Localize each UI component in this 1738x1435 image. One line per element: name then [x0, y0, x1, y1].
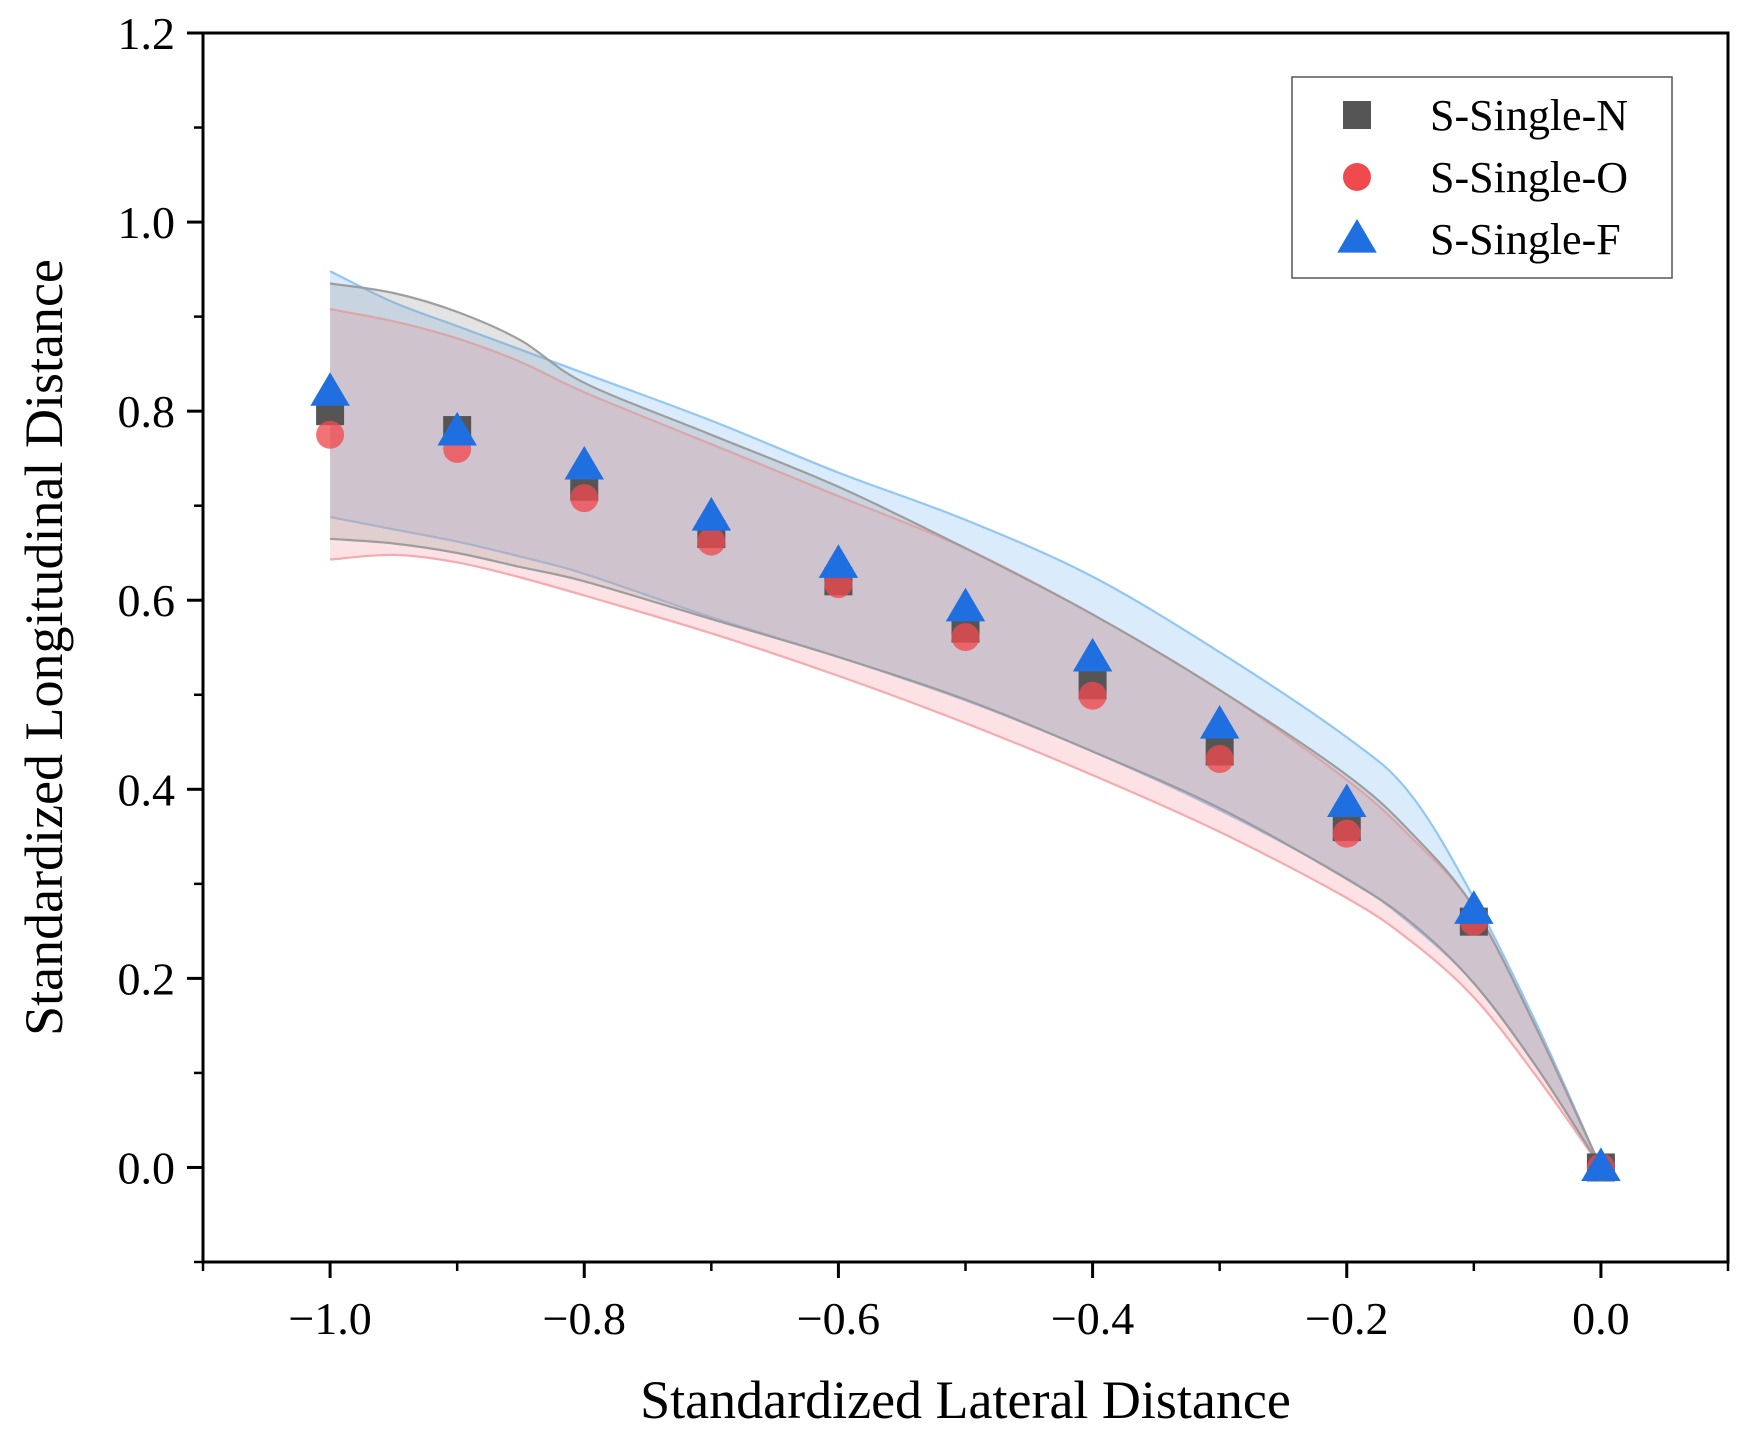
- s-single-f-point: [691, 497, 732, 531]
- s-single-o-band: [330, 309, 1601, 1168]
- x-tick-label: −0.8: [543, 1293, 626, 1344]
- s-single-o-point: [951, 623, 980, 652]
- s-single-f-band-upper-edge: [329, 270, 1602, 1168]
- legend-item-s-single-o: S-Single-O: [1343, 153, 1628, 202]
- x-axis-title: Standardized Lateral Distance: [640, 1370, 1291, 1430]
- s-single-n-band-lower-edge: [330, 537, 1602, 1169]
- s-single-o-band-lower-edge: [330, 553, 1602, 1169]
- y-tick-label: 0.2: [118, 953, 176, 1004]
- s-single-o-point: [1078, 681, 1107, 710]
- x-tick-label: −1.0: [288, 1293, 371, 1344]
- y-tick-label: 0.8: [118, 386, 176, 437]
- y-tick-label: 1.0: [118, 197, 176, 248]
- axes: −1.0 −0.8 −0.6 −0.4 −0.2 0.0 0.0 0.2 0.4 0.6 0.8 1.…: [118, 8, 1730, 1344]
- legend-label: S-Single-N: [1430, 91, 1628, 140]
- s-single-f-band: [330, 271, 1601, 1168]
- data-markers: [310, 372, 1621, 1182]
- s-single-o-point: [316, 420, 345, 449]
- y-tick-label: 0.6: [118, 575, 176, 626]
- y-axis-title: Standardized Longitudinal Distance: [14, 259, 74, 1036]
- legend-item-s-single-n: S-Single-N: [1343, 91, 1628, 140]
- s-single-f-legend-marker: [1337, 218, 1377, 253]
- s-single-f-point: [564, 445, 604, 480]
- s-single-f-point: [1454, 890, 1494, 924]
- confidence-bands: [329, 270, 1602, 1169]
- x-tick-label: −0.4: [1051, 1293, 1134, 1344]
- legend: S-Single-N S-Single-O S-Single-F: [1291, 76, 1673, 279]
- s-single-o-point: [1332, 819, 1361, 848]
- s-single-o-point: [1205, 745, 1234, 774]
- x-tick-label: 0.0: [1572, 1293, 1630, 1344]
- y-tick-label: 1.2: [118, 8, 176, 59]
- s-single-o-legend-marker: [1343, 163, 1371, 191]
- x-tick-label: −0.2: [1305, 1293, 1388, 1344]
- s-single-f-point: [1199, 704, 1240, 739]
- s-single-f-point: [1327, 783, 1367, 818]
- s-single-f-point: [818, 544, 859, 578]
- legend-label: S-Single-O: [1430, 153, 1628, 202]
- s-single-f-point: [437, 411, 477, 446]
- s-single-o-point: [697, 527, 726, 556]
- x-tick-label: −0.6: [797, 1293, 880, 1344]
- legend-label: S-Single-F: [1430, 215, 1621, 264]
- s-single-f-point: [310, 372, 350, 406]
- s-single-f-point: [945, 587, 986, 622]
- s-single-f-point: [1072, 637, 1113, 672]
- legend-item-s-single-f: S-Single-F: [1337, 215, 1621, 264]
- y-tick-label: 0.0: [118, 1142, 176, 1193]
- s-single-n-legend-marker: [1343, 101, 1371, 129]
- s-single-f-point: [1581, 1147, 1621, 1182]
- s-single-n-band: [330, 283, 1601, 1168]
- y-tick-label: 0.4: [118, 764, 176, 815]
- s-single-o-point: [570, 484, 599, 513]
